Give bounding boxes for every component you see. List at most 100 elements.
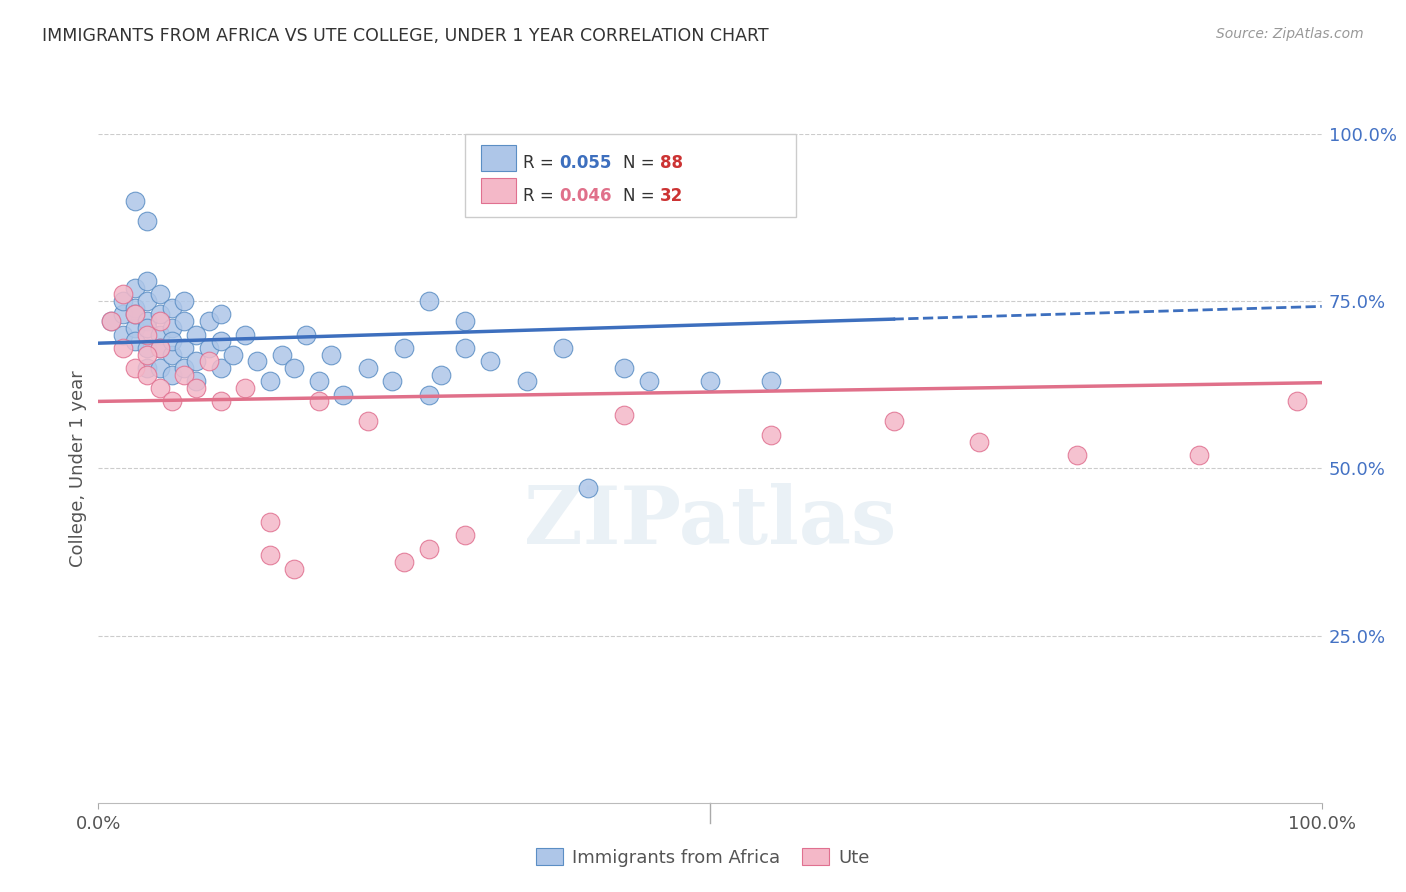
- Point: [124, 321, 146, 335]
- Point: [136, 274, 159, 288]
- Point: [209, 307, 232, 322]
- Point: [308, 375, 330, 389]
- Point: [124, 361, 146, 376]
- Point: [173, 294, 195, 309]
- Point: [392, 555, 416, 569]
- Point: [149, 307, 172, 322]
- Point: [613, 361, 636, 376]
- Point: [1286, 394, 1309, 409]
- Point: [613, 408, 636, 422]
- Point: [1066, 448, 1088, 462]
- Text: R =: R =: [523, 187, 558, 205]
- Point: [149, 341, 172, 355]
- Point: [160, 348, 183, 362]
- Point: [136, 348, 159, 362]
- Point: [100, 314, 122, 328]
- Point: [149, 341, 172, 355]
- Point: [173, 361, 195, 376]
- Point: [160, 368, 183, 382]
- Point: [149, 381, 172, 395]
- Y-axis label: College, Under 1 year: College, Under 1 year: [69, 370, 87, 566]
- Point: [356, 361, 378, 376]
- Point: [430, 368, 453, 382]
- Point: [233, 327, 256, 342]
- Text: Source: ZipAtlas.com: Source: ZipAtlas.com: [1216, 27, 1364, 41]
- Point: [308, 394, 330, 409]
- Point: [381, 375, 404, 389]
- Point: [136, 361, 159, 376]
- Point: [197, 341, 219, 355]
- Point: [295, 327, 318, 342]
- Point: [454, 341, 477, 355]
- Point: [553, 341, 575, 355]
- Point: [392, 341, 416, 355]
- Point: [638, 375, 661, 389]
- Point: [967, 434, 990, 449]
- Point: [515, 375, 537, 389]
- Point: [124, 301, 146, 315]
- Point: [136, 368, 159, 382]
- Point: [136, 341, 159, 355]
- Point: [418, 294, 440, 309]
- Text: R =: R =: [523, 154, 558, 172]
- Point: [233, 381, 256, 395]
- Point: [209, 361, 232, 376]
- Point: [149, 287, 172, 301]
- Text: 0.046: 0.046: [560, 187, 612, 205]
- Point: [149, 314, 172, 328]
- Point: [160, 334, 183, 349]
- Point: [222, 348, 245, 362]
- Point: [111, 294, 134, 309]
- Point: [124, 334, 146, 349]
- Point: [136, 214, 159, 228]
- FancyBboxPatch shape: [481, 178, 516, 203]
- Point: [160, 321, 183, 335]
- Point: [136, 327, 159, 342]
- Point: [186, 375, 208, 389]
- Point: [136, 314, 159, 328]
- Text: IMMIGRANTS FROM AFRICA VS UTE COLLEGE, UNDER 1 YEAR CORRELATION CHART: IMMIGRANTS FROM AFRICA VS UTE COLLEGE, U…: [42, 27, 769, 45]
- Text: 32: 32: [659, 187, 683, 205]
- Point: [173, 368, 195, 382]
- Point: [124, 307, 146, 322]
- Point: [111, 307, 134, 322]
- Point: [883, 415, 905, 429]
- Point: [246, 354, 269, 368]
- Point: [124, 281, 146, 295]
- Point: [111, 287, 134, 301]
- Point: [761, 428, 783, 442]
- Point: [209, 394, 232, 409]
- Point: [124, 307, 146, 322]
- Point: [356, 415, 378, 429]
- Point: [454, 314, 477, 328]
- Point: [259, 375, 281, 389]
- Point: [160, 301, 183, 315]
- Point: [259, 548, 281, 563]
- Point: [136, 294, 159, 309]
- Point: [186, 354, 208, 368]
- Point: [136, 321, 159, 335]
- Point: [173, 341, 195, 355]
- Point: [149, 327, 172, 342]
- Text: N =: N =: [623, 187, 659, 205]
- Point: [283, 361, 305, 376]
- Point: [418, 388, 440, 402]
- Point: [197, 354, 219, 368]
- Point: [418, 541, 440, 556]
- Point: [332, 388, 354, 402]
- Point: [186, 327, 208, 342]
- Legend: Immigrants from Africa, Ute: Immigrants from Africa, Ute: [529, 841, 877, 874]
- Point: [478, 354, 501, 368]
- Point: [761, 375, 783, 389]
- Point: [160, 394, 183, 409]
- FancyBboxPatch shape: [481, 145, 516, 170]
- Point: [576, 482, 599, 496]
- Point: [149, 361, 172, 376]
- FancyBboxPatch shape: [465, 134, 796, 218]
- Point: [1188, 448, 1211, 462]
- Point: [124, 194, 146, 208]
- Text: 0.055: 0.055: [560, 154, 612, 172]
- Point: [111, 327, 134, 342]
- Point: [319, 348, 342, 362]
- Point: [111, 341, 134, 355]
